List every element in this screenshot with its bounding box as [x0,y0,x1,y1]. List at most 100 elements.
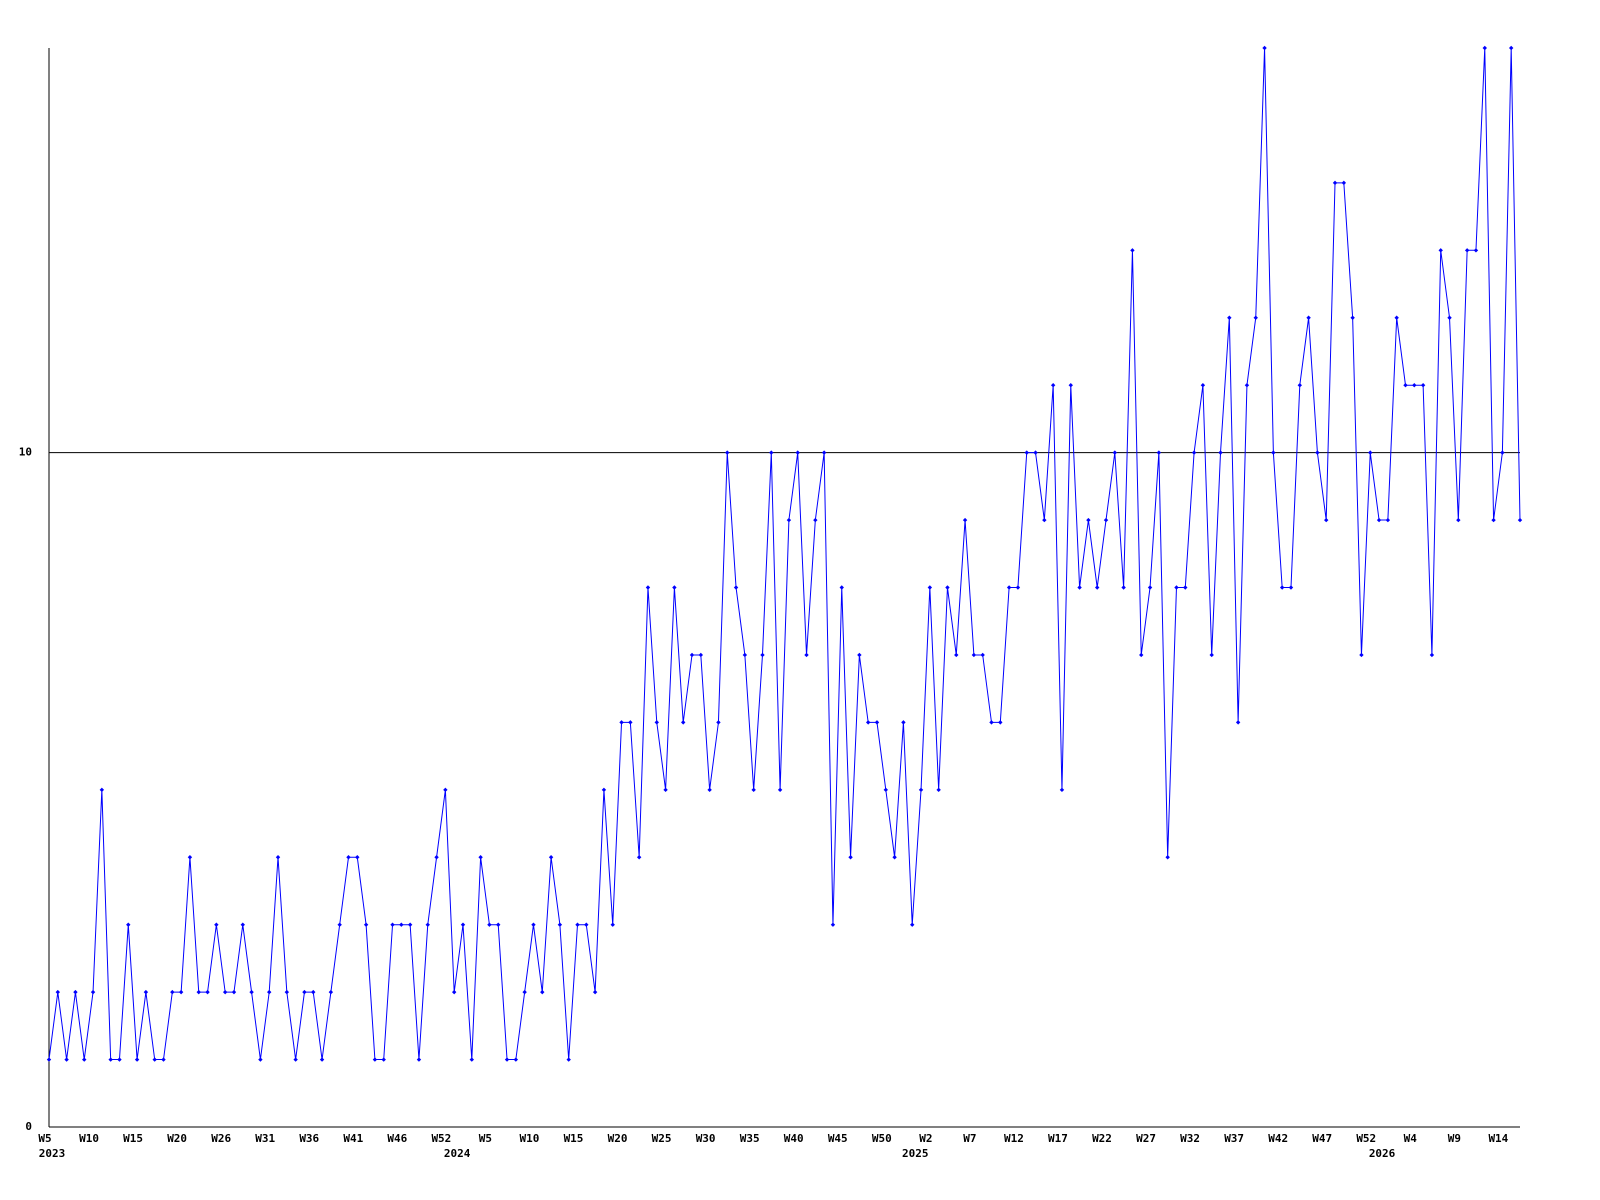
data-point [548,855,554,860]
x-group-label: 2024 [444,1147,471,1160]
data-point [205,989,210,995]
x-tick-label: W52 [431,1132,451,1145]
data-point [1059,787,1065,793]
data-point [372,1057,378,1062]
y-tick-label: 0 [25,1120,32,1133]
data-point [1024,450,1029,455]
x-tick-label: W40 [784,1132,804,1145]
data-point [73,989,78,995]
data-point [1121,585,1126,590]
x-tick-label: W42 [1268,1132,1288,1145]
data-point [1253,315,1258,320]
x-tick-label: W10 [520,1132,540,1145]
data-point [1112,450,1118,455]
data-point [1244,382,1250,388]
data-point [989,720,994,725]
data-point [214,922,219,927]
x-tick-label: W4 [1404,1132,1418,1145]
y-tick-label: 10 [19,446,32,459]
data-point [222,989,228,995]
data-point [1350,315,1355,320]
data-point [954,652,959,658]
data-point [1491,517,1496,523]
x-tick-label: W46 [387,1132,407,1145]
data-point [619,720,624,725]
data-point [267,989,272,995]
data-point [90,989,96,995]
data-point [249,989,254,995]
data-point [1050,382,1056,388]
data-point [1482,45,1487,51]
data-point [874,720,880,725]
data-point [346,855,351,860]
data-point [945,585,950,590]
data-point [161,1057,166,1062]
data-point [980,652,985,658]
data-point [1438,248,1443,253]
data-point [355,855,360,860]
data-point [1376,517,1382,523]
data-point [1332,180,1338,186]
data-point [284,989,290,995]
data-point [1200,382,1206,388]
data-point [1359,652,1364,658]
x-tick-label: W32 [1180,1132,1200,1145]
data-point [293,1057,298,1062]
data-point [487,922,492,927]
data-point [725,450,730,455]
data-point [170,989,175,995]
data-point [478,855,483,860]
data-point [1368,450,1373,455]
data-point [1279,585,1285,590]
data-point [1271,450,1276,455]
data-point [152,1057,157,1062]
data-point [1341,180,1347,186]
data-point [936,787,941,793]
data-line [48,47,1521,1061]
data-point [1429,652,1435,658]
data-point [592,989,598,995]
data-point [742,652,748,658]
x-tick-label: W14 [1488,1132,1508,1145]
data-point [672,585,677,590]
data-point [82,1057,87,1062]
data-point [1165,855,1170,860]
data-point [540,989,545,995]
data-point [434,855,439,860]
data-point [522,989,527,995]
data-point [689,652,695,658]
x-tick-label: W5 [479,1132,492,1145]
data-point [1464,248,1470,253]
data-point [1042,517,1047,523]
x-tick-label: W27 [1136,1132,1156,1145]
data-point [901,720,906,725]
x-tick-label: W20 [608,1132,628,1145]
x-tick-label: W47 [1312,1132,1332,1145]
data-point [769,450,774,455]
data-point [1191,450,1197,455]
data-point [275,855,281,860]
x-tick-label: W41 [343,1132,363,1145]
data-point [240,922,245,927]
data-point [786,517,792,523]
data-point [1094,585,1100,590]
x-tick-label: W26 [211,1132,231,1145]
data-point [857,652,862,658]
x-tick-label: W36 [299,1132,319,1145]
data-point [1156,450,1162,455]
x-tick-label: W17 [1048,1132,1068,1145]
data-point [601,787,607,793]
data-point [1227,315,1232,320]
data-point [178,989,184,995]
data-point [575,922,580,927]
data-point [1447,315,1452,320]
data-point [1412,382,1417,388]
data-point [399,922,404,927]
x-tick-label: W2 [919,1132,932,1145]
x-tick-label: W10 [79,1132,99,1145]
data-point [707,787,712,793]
data-point [883,787,888,793]
x-tick-label: W25 [652,1132,672,1145]
data-point [1420,382,1426,388]
data-point [1033,450,1038,455]
